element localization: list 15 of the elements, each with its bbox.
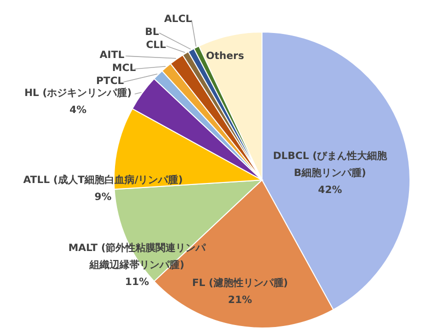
slice-label: DLBCL (びまん性大細胞B細胞リンパ腫): [272, 150, 388, 179]
data-label: 11%: [125, 277, 149, 288]
data-label: 21%: [228, 295, 252, 306]
slice-label: HL (ホジキンリンパ腫): [24, 87, 132, 99]
data-label: 9%: [94, 192, 112, 203]
data-label: 4%: [70, 105, 86, 116]
slice-label: PTCL: [96, 76, 125, 87]
slice-label: AITL: [100, 50, 125, 61]
data-label: 42%: [318, 185, 342, 196]
slice-label: FL (濾胞性リンパ腫): [192, 277, 288, 289]
slice-label: ALCL: [164, 14, 193, 25]
slice-label: Others: [206, 51, 244, 62]
slice-label: MCL: [112, 63, 136, 74]
slice-label: CLL: [146, 40, 167, 51]
slice-label: BL: [145, 27, 160, 38]
